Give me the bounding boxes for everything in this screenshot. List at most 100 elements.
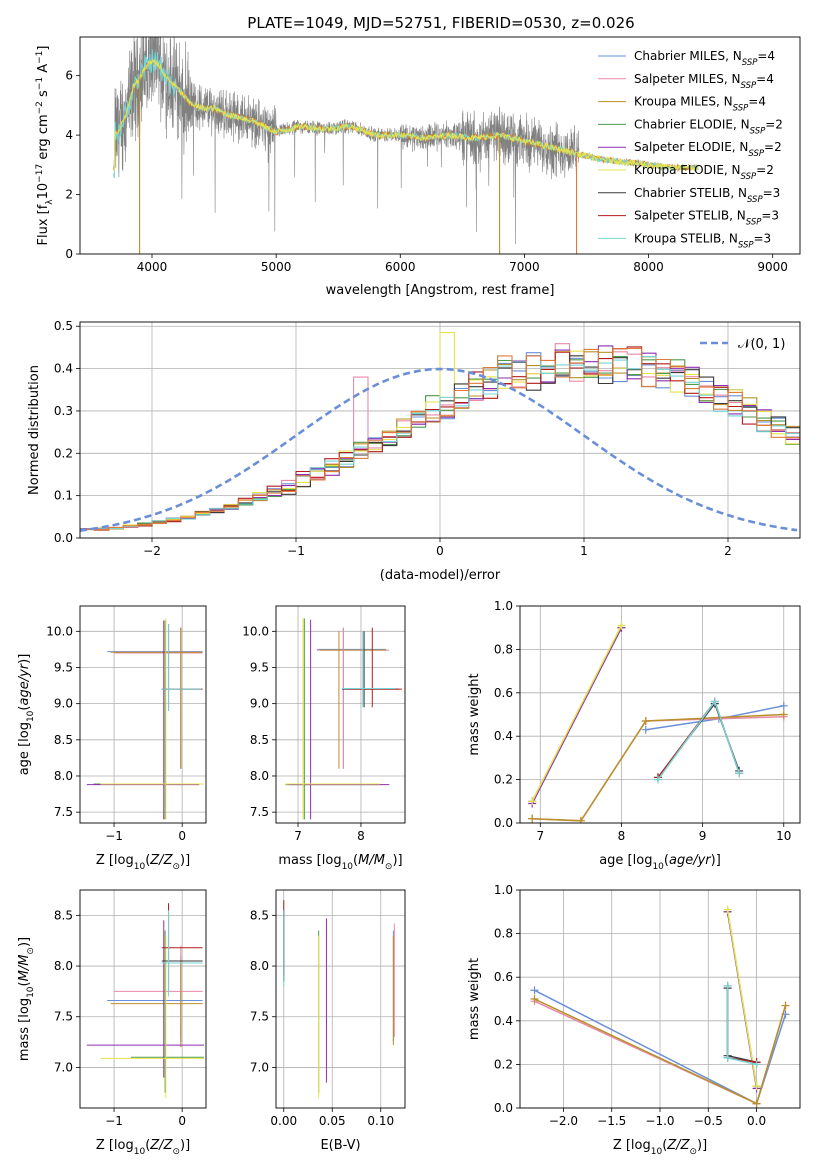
- age_vs_Z-xlabel-part: Z [log: [96, 853, 134, 868]
- weight_vs_Z-point-kroupa_stelib: [723, 981, 732, 990]
- weight_vs_age-ytick-label: 0.4: [494, 729, 513, 743]
- legend-label-kroupa_stelib: Kroupa STELIB, NSSP=3: [634, 231, 771, 250]
- residuals-ytick-label: 0.1: [54, 489, 73, 503]
- legend-eq: =4: [757, 49, 775, 63]
- weight_vs_age-xtick-label: 7: [536, 829, 544, 843]
- legend-eq: =2: [764, 140, 782, 154]
- mass_vs_Z-axes: −1 07.07.58.08.5Z [log10(Z/Z⊙)]mass [log1…: [17, 890, 206, 1157]
- age_vs_Z-ytick-label: 9.5: [54, 660, 73, 674]
- mass_vs_Z-xlabel-part: (: [145, 1138, 150, 1153]
- age_vs_Z-xlabel-part: (: [145, 853, 150, 868]
- spectrum-data-line: [114, 37, 699, 245]
- weight_vs_age-line-kroupa_elodie: [531, 625, 623, 802]
- age_vs_Z-ylabel-part: )]: [17, 654, 32, 664]
- spectrum-ylabel-part: −1: [35, 51, 45, 64]
- age_vs_mass-xtick-label: 8: [357, 829, 365, 843]
- weight_vs_age-xlabel-part: age [log: [599, 853, 652, 868]
- spectrum-ylabel: Flux [fλ10−17 erg cm−2 s−1 A−1]: [35, 46, 55, 246]
- mass_vs_Z-ylabel-part: )]: [17, 937, 32, 947]
- weight_vs_Z-point-kroupa_stelib: [752, 1060, 761, 1069]
- weight_vs_Z-ylabel: mass weight: [467, 958, 482, 1040]
- spectrum-title: PLATE=1049, MJD=52751, FIBERID=0530, z=0…: [247, 14, 634, 32]
- spectrum-xlabel: wavelength [Angstrom, rest frame]: [326, 283, 555, 298]
- legend-label-salpeter_miles: Salpeter MILES, NSSP=4: [634, 72, 774, 91]
- weight_vs_age-point-kroupa_elodie: [617, 621, 626, 630]
- age_vs_mass-xlabel-part: mass [log: [278, 853, 341, 868]
- weight_vs_age-point-kroupa_miles: [576, 816, 585, 823]
- spectrum-xtick-label: 5000: [261, 260, 292, 274]
- weight_vs_Z-ytick-label: 0.4: [494, 1014, 513, 1028]
- spectrum-xtick-label: 4000: [137, 260, 168, 274]
- age_vs_Z-ytick-label: 9.0: [54, 697, 73, 711]
- spectrum-ylabel-part: Flux [f: [36, 204, 51, 245]
- legend-eq: =2: [765, 117, 783, 131]
- age_vs_Z-xtick-label: 0: [178, 829, 186, 843]
- weight_vs_age-ytick-label: 0.8: [494, 642, 513, 656]
- legend-sub: SSP: [748, 149, 764, 159]
- age_vs_mass-frame: [275, 605, 406, 824]
- residuals-data: [80, 332, 800, 532]
- spectrum-ytick-label: 0: [65, 247, 73, 261]
- residuals-gaussian: [80, 367, 798, 532]
- mass_vs_Z-ytick-label: 8.5: [54, 908, 73, 922]
- residuals-ytick-label: 0.5: [54, 319, 73, 333]
- age_vs_mass-xtick-label: 7: [294, 829, 302, 843]
- mass_vs_ebv-frame: [275, 889, 406, 1109]
- legend-sub: SSP: [746, 218, 762, 228]
- mass_vs_ebv-ytick-label: 7.0: [250, 1060, 269, 1074]
- legend-sub: SSP: [750, 126, 766, 136]
- mass_vs_Z-ylabel-part: (: [17, 981, 32, 986]
- mass_vs_ebv-xtick-label: 0.00: [270, 1114, 297, 1128]
- spectrum-data: [113, 37, 699, 254]
- age_vs_mass-axes: 7 8 7.5 8.0 8.5 9.0 9.5 10.0 mass [log10(M/M⊙)]: [242, 606, 405, 872]
- mass_vs_Z-xlabel-part: Z [log: [96, 1138, 134, 1153]
- weight_vs_Z-xtick-label: 0.0: [747, 1114, 766, 1128]
- legend-sub: SSP: [747, 195, 763, 205]
- age_vs_Z-xlabel-part: )]: [180, 853, 190, 868]
- legend-label-kroupa_miles: Kroupa MILES, NSSP=4: [634, 95, 766, 114]
- weight_vs_Z-xtick-label: −1.5: [597, 1114, 626, 1128]
- residuals-legend-label: 𝒩(0, 1): [738, 337, 785, 352]
- weight_vs_age-line-chabrier_stelib: [657, 702, 740, 778]
- legend-label-salpeter_stelib: Salpeter STELIB, NSSP=3: [634, 209, 779, 228]
- mass_vs_ebv-ytick-label: 7.5: [250, 1010, 269, 1024]
- spectrum-ylabel-part: 10: [36, 183, 51, 200]
- mass_vs_Z-xlabel-part: 10: [134, 1147, 146, 1157]
- spectrum-ylabel-part: −17: [35, 164, 45, 183]
- weight_vs_age-data: [528, 621, 788, 823]
- age_vs_Z-data: [86, 618, 204, 820]
- weight_vs_Z-point-kroupa_elodie: [752, 1082, 761, 1091]
- weight_vs_age-xlabel-part: 10: [652, 862, 664, 872]
- weight_vs_Z-xlabel-part: Z/Z: [666, 1138, 690, 1153]
- residuals-xtick-label: 2: [724, 544, 732, 558]
- mass_vs_Z-xtick-label: −1: [105, 1114, 123, 1128]
- spectrum-xtick-label: 7000: [509, 260, 540, 274]
- spectrum-model-kroupa_elodie: [113, 58, 699, 172]
- weight_vs_Z-frame: [519, 889, 801, 1109]
- legend-eq: =3: [761, 209, 779, 223]
- mass_vs_Z-frame: [79, 889, 207, 1109]
- age_vs_Z-ylabel-part: age [log: [17, 722, 32, 775]
- weight_vs_Z-xtick-label: −0.5: [694, 1114, 723, 1128]
- weight_vs_age-line-salpeter_elodie: [531, 627, 623, 804]
- legend-text: Kroupa MILES, N: [634, 95, 733, 109]
- legend-sub: SSP: [741, 81, 757, 91]
- weight_vs_age-ytick-label: 0.2: [494, 773, 513, 787]
- spectrum-axes: 4000 5000 6000 7000 8000 9000 0 2 4 6 wavelength […: [35, 46, 788, 299]
- weight_vs_Z-xlabel-part: )]: [697, 1138, 707, 1153]
- legend-text: Salpeter STELIB, N: [634, 209, 746, 223]
- spectrum-ylabel-part: λ: [45, 199, 55, 205]
- residuals-hist-kroupa_elodie: [80, 332, 800, 531]
- age_vs_mass-ytick-label: 7.5: [250, 805, 269, 819]
- spectrum-ylabel-part: s: [36, 90, 51, 101]
- legend-eq: =3: [763, 186, 781, 200]
- spectrum-model-model_orange: [113, 58, 699, 172]
- legend-eq: =2: [756, 163, 774, 177]
- age_vs_Z-ytick-label: 8.5: [54, 733, 73, 747]
- mass_vs_ebv-xtick-label: 0.05: [319, 1114, 346, 1128]
- legend-text: Chabrier ELODIE, N: [634, 117, 750, 131]
- legend-label-chabrier_stelib: Chabrier STELIB, NSSP=3: [634, 186, 780, 205]
- weight_vs_Z-point-kroupa_miles: [530, 995, 539, 1003]
